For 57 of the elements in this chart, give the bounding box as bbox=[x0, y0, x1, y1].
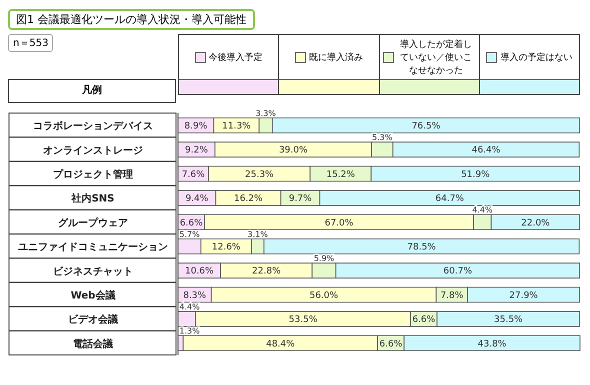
data-label: 5.3% bbox=[372, 133, 393, 142]
data-label: 4.4% bbox=[472, 206, 493, 215]
data-label: 27.9% bbox=[509, 290, 538, 301]
legend-label: 今後導入予定 bbox=[208, 52, 263, 64]
data-label: 43.8% bbox=[478, 339, 507, 350]
data-label: 51.9% bbox=[461, 170, 490, 180]
data-label: 35.5% bbox=[494, 315, 524, 326]
data-label: 22.8% bbox=[252, 266, 282, 277]
y-tick-label: プロジェクト管理 bbox=[53, 168, 133, 180]
data-label: 9.2% bbox=[185, 146, 208, 156]
data-label: 4.4% bbox=[179, 302, 200, 312]
data-label: 39.0% bbox=[278, 146, 308, 156]
text: n＝553 bbox=[8, 34, 54, 52]
y-tick-label: Web会議 bbox=[70, 290, 116, 302]
data-label: 1.3% bbox=[179, 326, 200, 336]
legend-label: 導入の予定はない bbox=[500, 52, 572, 64]
data-label: 56.0% bbox=[309, 290, 339, 301]
data-label: 7.6% bbox=[182, 170, 206, 180]
data-label: 67.0% bbox=[324, 218, 354, 228]
data-label: 78.5% bbox=[407, 242, 436, 253]
data-label: 5.7% bbox=[179, 230, 200, 239]
data-label: 16.2% bbox=[234, 194, 264, 204]
data-label: 46.4% bbox=[472, 146, 501, 156]
data-label: 22.0% bbox=[521, 218, 550, 228]
y-tick-label: オンラインストレージ bbox=[43, 145, 143, 156]
data-label: 15.2% bbox=[326, 170, 356, 180]
data-label: 64.7% bbox=[435, 194, 464, 204]
y-tick-label: ビジネスチャット bbox=[53, 265, 133, 278]
data-label: 6.6% bbox=[412, 315, 436, 326]
y-tick-label: グループウェア bbox=[58, 216, 128, 229]
y-tick-label: 社内SNS bbox=[70, 192, 114, 205]
data-label: 6.6% bbox=[180, 218, 204, 228]
data-label: 10.6% bbox=[184, 266, 214, 277]
legend-label: 既に導入済み bbox=[308, 52, 363, 64]
data-label: 48.4% bbox=[266, 339, 296, 350]
legend-label: 導入したが定着していない／使いこなせなかった bbox=[399, 38, 474, 76]
data-label: 53.5% bbox=[288, 315, 318, 326]
legend-title: 凡例 bbox=[8, 79, 176, 103]
y-tick-label: ビデオ会議 bbox=[68, 314, 118, 326]
data-label: 5.9% bbox=[314, 254, 335, 264]
y-tick-label: 電話会議 bbox=[73, 338, 113, 350]
data-label: 9.4% bbox=[185, 194, 209, 204]
data-label: 3.1% bbox=[248, 230, 268, 239]
y-tick-label: ユニファイドコミュニケーション bbox=[18, 242, 168, 254]
y-tick-label: コラボレーションデバイス bbox=[33, 120, 153, 132]
data-label: 60.7% bbox=[443, 266, 472, 277]
data-label: 3.3% bbox=[256, 108, 276, 118]
chart-title: 図1 会議最適化ツールの導入状況・導入可能性 bbox=[8, 9, 254, 30]
data-label: 8.9% bbox=[184, 122, 208, 132]
data-label: 7.8% bbox=[440, 290, 464, 301]
data-label: 12.6% bbox=[212, 242, 241, 253]
data-label: 25.3% bbox=[245, 170, 274, 180]
data-label: 11.3% bbox=[222, 122, 252, 132]
data-label: 6.6% bbox=[379, 339, 403, 350]
data-label: 9.7% bbox=[288, 194, 312, 204]
data-label: 8.3% bbox=[183, 290, 207, 301]
data-label: 76.5% bbox=[412, 122, 441, 132]
